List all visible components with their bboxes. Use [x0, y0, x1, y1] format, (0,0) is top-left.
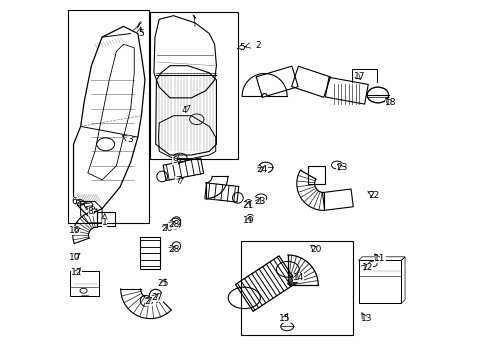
Text: 11: 11 — [374, 254, 386, 263]
Text: 25: 25 — [157, 279, 169, 288]
Text: 2: 2 — [256, 41, 261, 50]
Text: 27: 27 — [152, 293, 163, 302]
Text: 14: 14 — [293, 273, 304, 282]
Text: 8: 8 — [88, 207, 94, 216]
Text: 22: 22 — [368, 190, 380, 199]
Text: 27: 27 — [145, 297, 156, 306]
Text: 10: 10 — [69, 253, 80, 262]
Text: 23: 23 — [255, 197, 266, 206]
Text: 5: 5 — [139, 29, 144, 38]
Text: 17: 17 — [354, 72, 366, 81]
Bar — [359, 260, 401, 303]
Text: 21: 21 — [242, 201, 253, 210]
Text: 13: 13 — [361, 314, 372, 323]
Text: 26: 26 — [161, 224, 173, 233]
Bar — [150, 12, 238, 158]
Text: 28: 28 — [168, 245, 179, 254]
Bar — [68, 10, 148, 223]
Bar — [70, 271, 98, 296]
Text: 4: 4 — [181, 106, 187, 115]
Text: 5: 5 — [239, 42, 245, 51]
Text: 20: 20 — [310, 245, 321, 254]
Text: 23: 23 — [337, 163, 348, 172]
Text: 28: 28 — [168, 220, 179, 229]
Text: 12: 12 — [71, 268, 82, 277]
Text: 9: 9 — [172, 156, 178, 165]
Text: 24: 24 — [257, 166, 268, 175]
Text: 19: 19 — [243, 216, 254, 225]
Bar — [241, 241, 353, 336]
Text: 12: 12 — [362, 263, 373, 272]
Text: 18: 18 — [385, 98, 396, 107]
Text: 6: 6 — [72, 197, 77, 206]
Text: 1: 1 — [102, 218, 107, 227]
Text: 15: 15 — [279, 314, 291, 323]
Text: 7: 7 — [175, 176, 181, 185]
Text: 16: 16 — [69, 226, 80, 235]
Text: 3: 3 — [127, 135, 133, 144]
